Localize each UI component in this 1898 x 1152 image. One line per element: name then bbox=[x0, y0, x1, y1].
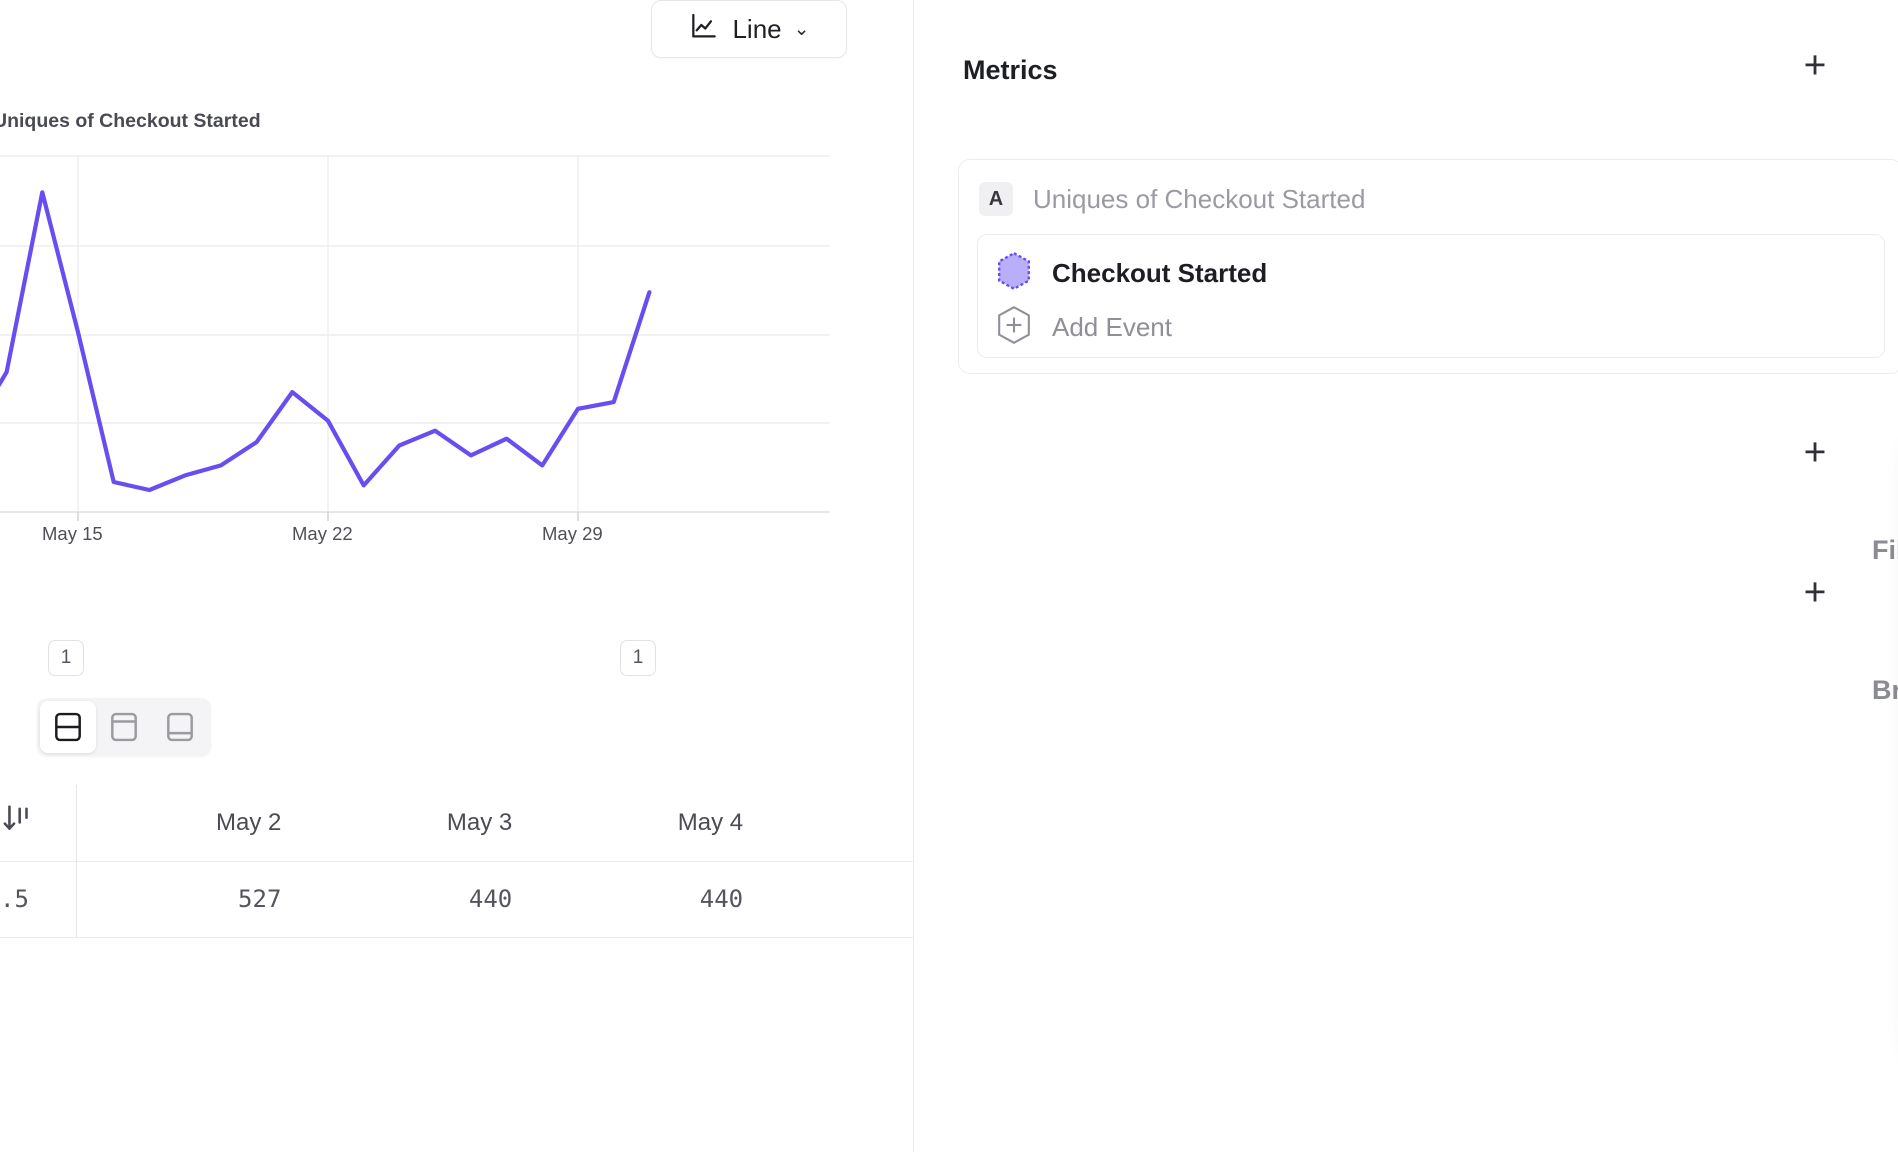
table-cell: 440 bbox=[468, 885, 513, 913]
view-layout-toggle[interactable] bbox=[37, 698, 211, 756]
chart-only-view-button[interactable] bbox=[96, 701, 152, 753]
table-col-header[interactable]: May 4 bbox=[677, 808, 744, 836]
x-tick-label-2: May 29 bbox=[542, 523, 603, 544]
plus-circle-icon bbox=[996, 305, 1032, 350]
x-tick-label-1: May 22 bbox=[292, 523, 353, 544]
table-col-header[interactable]: May bbox=[769, 785, 913, 861]
hexagon-event-icon bbox=[996, 251, 1032, 296]
brush-handle-left[interactable]: 1 bbox=[48, 640, 84, 676]
add-filter-button[interactable]: + bbox=[1803, 430, 1827, 474]
grid-vertical bbox=[77, 155, 579, 512]
data-table[interactable]: May 2 May 3 May 4 May .5 527 440 440 51 bbox=[0, 785, 913, 938]
split-horizontal-view-button[interactable] bbox=[40, 701, 96, 753]
add-event-button[interactable]: Add Event bbox=[996, 305, 1172, 350]
x-tick-label-0: May 15 bbox=[42, 523, 103, 544]
table-header-row: May 2 May 3 May 4 May bbox=[0, 785, 913, 861]
line-chart-icon bbox=[688, 11, 720, 48]
event-item-checkout-started[interactable]: Checkout Started bbox=[996, 251, 1267, 296]
table-only-view-button[interactable] bbox=[152, 701, 208, 753]
add-breakdown-button[interactable]: + bbox=[1803, 570, 1827, 614]
chart-title: Uniques of Checkout Started bbox=[0, 110, 261, 132]
chart-svg bbox=[0, 155, 830, 521]
chevron-down-icon: ⌄ bbox=[793, 18, 810, 40]
x-axis-ticks bbox=[77, 512, 579, 521]
chart-type-dropdown[interactable]: Line ⌄ bbox=[651, 0, 847, 58]
table-row[interactable]: .5 527 440 440 51 bbox=[0, 861, 913, 937]
sort-descending-icon[interactable] bbox=[0, 785, 78, 861]
metric-card-a: A Uniques of Checkout Started Checkout S… bbox=[958, 159, 1898, 374]
metric-name-row: A Uniques of Checkout Started bbox=[979, 182, 1365, 216]
chart-panel: Line ⌄ Uniques of Checkout Started bbox=[0, 0, 913, 1152]
event-name-label: Checkout Started bbox=[1052, 258, 1268, 288]
series-line-checkout-started bbox=[0, 190, 652, 493]
table-cell: 527 bbox=[238, 885, 282, 913]
metric-name-input[interactable]: Uniques of Checkout Started bbox=[1033, 183, 1366, 214]
table-col-header[interactable]: May 2 bbox=[216, 808, 282, 836]
metric-letter-badge: A bbox=[979, 182, 1013, 216]
filters-section-label: Filt bbox=[1872, 535, 1898, 565]
line-chart[interactable]: May 15 May 22 May 29 bbox=[0, 155, 830, 592]
breakdown-section-label: Bre bbox=[1872, 675, 1898, 705]
grid-horizontal bbox=[0, 155, 830, 513]
add-metric-button[interactable]: + bbox=[1803, 43, 1827, 87]
metrics-sidebar: Metrics + A Uniques of Checkout Started … bbox=[913, 0, 1898, 1152]
metrics-title: Metrics bbox=[963, 55, 1058, 85]
table-cell: 440 bbox=[699, 885, 744, 913]
event-list-box: Checkout Started Add Event bbox=[977, 234, 1885, 358]
metrics-header: Metrics bbox=[914, 0, 1898, 110]
table-cell: 51 bbox=[769, 861, 913, 937]
table-row-label: .5 bbox=[0, 861, 78, 937]
add-event-label: Add Event bbox=[1052, 312, 1172, 342]
chart-type-label: Line bbox=[732, 13, 782, 44]
table-col-header[interactable]: May 3 bbox=[446, 808, 513, 836]
brush-handle-right[interactable]: 1 bbox=[620, 640, 656, 676]
